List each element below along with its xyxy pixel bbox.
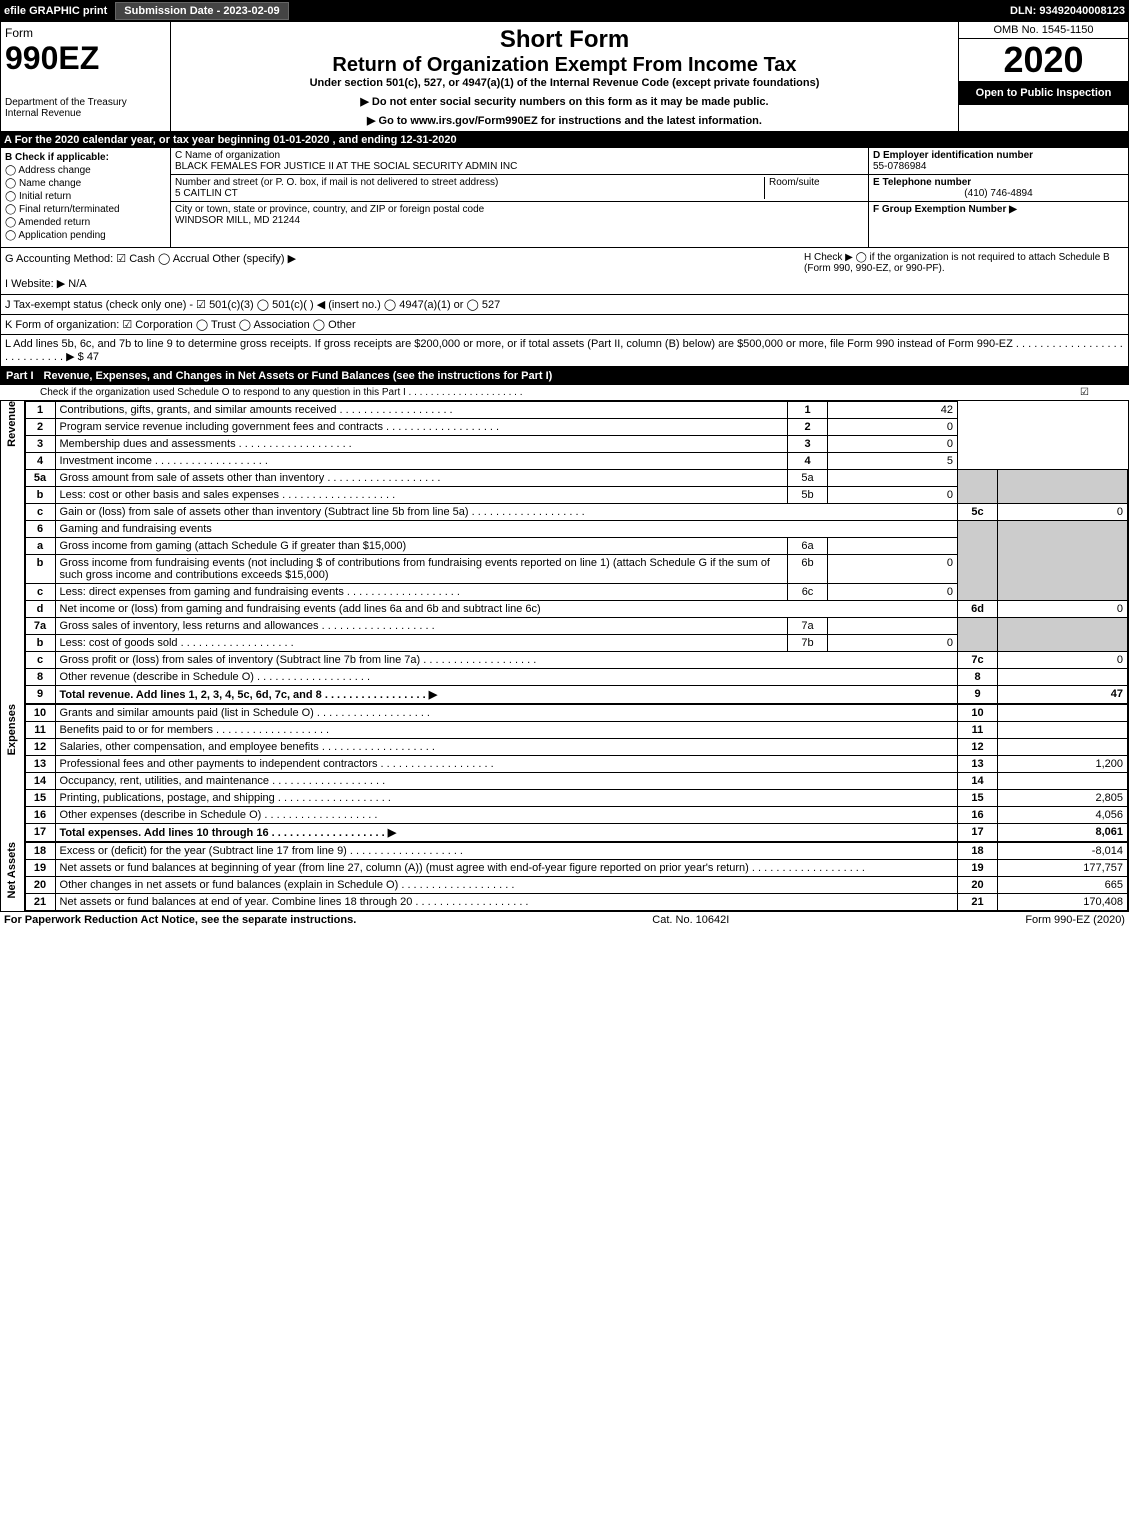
- line-5c: cGain or (loss) from sale of assets othe…: [25, 504, 1127, 521]
- part-1-title: Revenue, Expenses, and Changes in Net As…: [44, 370, 553, 382]
- box-b-title: B Check if applicable:: [5, 152, 166, 163]
- form-number: 990EZ: [5, 40, 166, 77]
- row-a-period: A For the 2020 calendar year, or tax yea…: [0, 132, 1129, 148]
- part-1-number: Part I: [6, 370, 34, 382]
- line-12: 12Salaries, other compensation, and empl…: [25, 739, 1127, 756]
- line-7c: cGross profit or (loss) from sales of in…: [25, 652, 1127, 669]
- line-3: 3Membership dues and assessments30: [25, 436, 1127, 453]
- box-c: C Name of organization BLACK FEMALES FOR…: [171, 148, 868, 247]
- box-d-label: D Employer identification number: [873, 150, 1033, 161]
- dept-label: Department of the Treasury Internal Reve…: [5, 97, 166, 119]
- ein-value: 55-0786984: [873, 161, 926, 172]
- dln-label: DLN: 93492040008123: [1010, 5, 1125, 17]
- goto-link-text[interactable]: ▶ Go to www.irs.gov/Form990EZ for instru…: [367, 115, 762, 127]
- chk-application-pending[interactable]: ◯ Application pending: [5, 230, 166, 241]
- room-suite-label: Room/suite: [764, 177, 864, 199]
- line-9: 9Total revenue. Add lines 1, 2, 3, 4, 5c…: [25, 686, 1127, 704]
- title-short-form: Short Form: [175, 26, 954, 54]
- line-6d: dNet income or (loss) from gaming and fu…: [25, 601, 1127, 618]
- notice-ssn: ▶ Do not enter social security numbers o…: [175, 95, 954, 108]
- line-4: 4Investment income45: [25, 453, 1127, 470]
- box-b: B Check if applicable: ◯ Address change …: [1, 148, 171, 247]
- line-20: 20Other changes in net assets or fund ba…: [25, 877, 1127, 894]
- form-header: Form 990EZ Department of the Treasury In…: [0, 22, 1129, 132]
- form-word: Form: [5, 26, 166, 40]
- top-bar: efile GRAPHIC print Submission Date - 20…: [0, 0, 1129, 22]
- line-15: 15Printing, publications, postage, and s…: [25, 790, 1127, 807]
- expenses-table: 10Grants and similar amounts paid (list …: [25, 704, 1128, 842]
- net-assets-section: Net Assets 18Excess or (deficit) for the…: [0, 842, 1129, 911]
- org-city: WINDSOR MILL, MD 21244: [175, 215, 300, 226]
- footer-left: For Paperwork Reduction Act Notice, see …: [4, 914, 356, 926]
- chk-initial-return[interactable]: ◯ Initial return: [5, 191, 166, 202]
- part-1-sub-check[interactable]: ☑: [1080, 387, 1089, 398]
- line-g-accounting: G Accounting Method: ☑ Cash ◯ Accrual Ot…: [5, 252, 804, 265]
- line-18: 18Excess or (deficit) for the year (Subt…: [25, 843, 1127, 860]
- line-16: 16Other expenses (describe in Schedule O…: [25, 807, 1127, 824]
- line-21: 21Net assets or fund balances at end of …: [25, 894, 1127, 911]
- footer-mid: Cat. No. 10642I: [652, 914, 729, 926]
- expenses-section: Expenses 10Grants and similar amounts pa…: [0, 704, 1129, 842]
- title-return: Return of Organization Exempt From Incom…: [175, 54, 954, 77]
- line-2: 2Program service revenue including gover…: [25, 419, 1127, 436]
- chk-address-change[interactable]: ◯ Address change: [5, 165, 166, 176]
- expenses-vlabel: Expenses: [1, 704, 25, 842]
- part-1-subtext: Check if the organization used Schedule …: [0, 385, 1129, 401]
- line-1: 1Contributions, gifts, grants, and simil…: [25, 402, 1127, 419]
- line-l-gross-receipts: L Add lines 5b, 6c, and 7b to line 9 to …: [0, 335, 1129, 367]
- tax-year: 2020: [959, 39, 1128, 81]
- line-19: 19Net assets or fund balances at beginni…: [25, 860, 1127, 877]
- line-j-tax-exempt: J Tax-exempt status (check only one) - ☑…: [0, 295, 1129, 315]
- notice-goto: ▶ Go to www.irs.gov/Form990EZ for instru…: [175, 114, 954, 127]
- line-8: 8Other revenue (describe in Schedule O)8: [25, 669, 1127, 686]
- revenue-table: 1Contributions, gifts, grants, and simil…: [25, 401, 1128, 704]
- open-inspection-badge: Open to Public Inspection: [959, 81, 1128, 105]
- line-14: 14Occupancy, rent, utilities, and mainte…: [25, 773, 1127, 790]
- box-c-name-label: C Name of organization: [175, 150, 280, 161]
- org-name: BLACK FEMALES FOR JUSTICE II AT THE SOCI…: [175, 161, 517, 172]
- line-k-form-org: K Form of organization: ☑ Corporation ◯ …: [0, 315, 1129, 335]
- box-c-city-label: City or town, state or province, country…: [175, 204, 484, 215]
- line-13: 13Professional fees and other payments t…: [25, 756, 1127, 773]
- line-5a: 5aGross amount from sale of assets other…: [25, 470, 1127, 487]
- box-e-label: E Telephone number: [873, 177, 971, 188]
- box-c-street-label: Number and street (or P. O. box, if mail…: [175, 177, 498, 188]
- chk-final-return[interactable]: ◯ Final return/terminated: [5, 204, 166, 215]
- efile-label: efile GRAPHIC print: [4, 5, 107, 17]
- part-1-header: Part I Revenue, Expenses, and Changes in…: [0, 367, 1129, 385]
- row-gh: G Accounting Method: ☑ Cash ◯ Accrual Ot…: [0, 248, 1129, 295]
- chk-name-change[interactable]: ◯ Name change: [5, 178, 166, 189]
- revenue-section: Revenue 1Contributions, gifts, grants, a…: [0, 401, 1129, 704]
- line-i-website: I Website: ▶ N/A: [5, 277, 804, 290]
- revenue-vlabel: Revenue: [1, 401, 25, 704]
- line-6: 6Gaming and fundraising events: [25, 521, 1127, 538]
- entity-info-block: B Check if applicable: ◯ Address change …: [0, 148, 1129, 248]
- submission-date-button[interactable]: Submission Date - 2023-02-09: [115, 2, 288, 20]
- line-h-schedule-b: H Check ▶ ◯ if the organization is not r…: [804, 252, 1124, 290]
- subtitle-under: Under section 501(c), 527, or 4947(a)(1)…: [175, 77, 954, 89]
- chk-amended-return[interactable]: ◯ Amended return: [5, 217, 166, 228]
- phone-value: (410) 746-4894: [873, 188, 1124, 199]
- line-17: 17Total expenses. Add lines 10 through 1…: [25, 824, 1127, 842]
- footer-right: Form 990-EZ (2020): [1025, 914, 1125, 926]
- box-f-label: F Group Exemption Number ▶: [873, 204, 1017, 215]
- part-1-sub-label: Check if the organization used Schedule …: [40, 387, 522, 398]
- line-11: 11Benefits paid to or for members11: [25, 722, 1127, 739]
- net-assets-vlabel: Net Assets: [1, 842, 25, 911]
- line-7a: 7aGross sales of inventory, less returns…: [25, 618, 1127, 635]
- net-assets-table: 18Excess or (deficit) for the year (Subt…: [25, 842, 1128, 911]
- page-footer: For Paperwork Reduction Act Notice, see …: [0, 911, 1129, 928]
- omb-number: OMB No. 1545-1150: [959, 22, 1128, 39]
- line-10: 10Grants and similar amounts paid (list …: [25, 705, 1127, 722]
- org-street: 5 CAITLIN CT: [175, 188, 238, 199]
